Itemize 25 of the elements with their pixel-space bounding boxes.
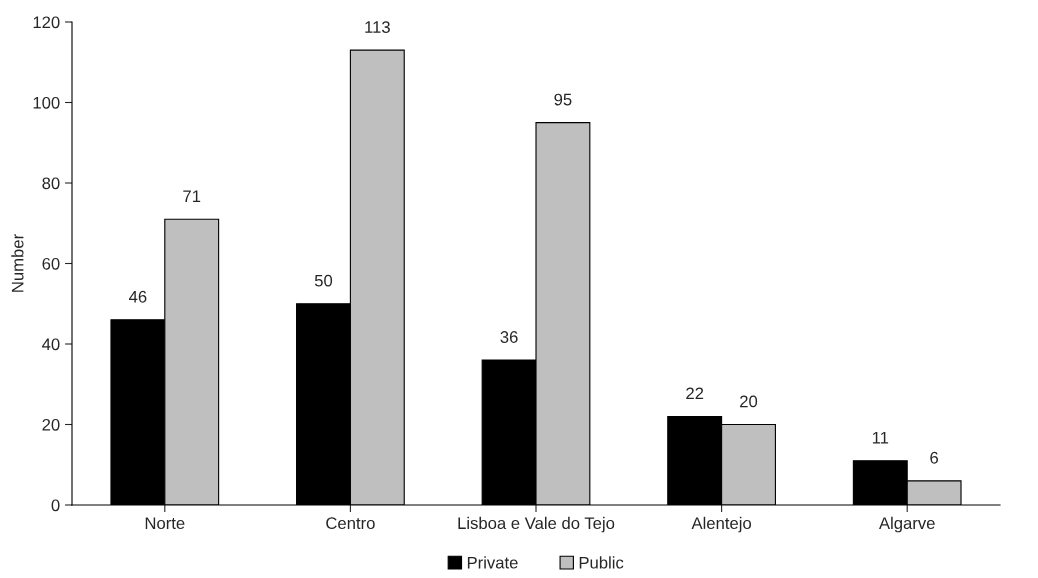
data-label: 50 [314, 274, 333, 287]
y-tick-label: 20 [42, 418, 60, 431]
x-tick-label: Centro [326, 517, 375, 530]
x-tick-label: Lisboa e Vale do Tejo [458, 516, 615, 533]
x-tick-label: Alentejo [691, 516, 752, 533]
legend-label: Private [467, 556, 518, 569]
y-tick-label: 0 [51, 499, 60, 512]
y-tick-label: 80 [42, 177, 60, 190]
x-tick-label: Algarve [878, 516, 935, 533]
data-label: 113 [365, 21, 390, 33]
data-label: 36 [500, 331, 518, 343]
data-label: 20 [740, 395, 758, 408]
data-label: 46 [129, 290, 147, 303]
data-label: 6 [930, 451, 939, 464]
data-label: 22 [686, 387, 704, 400]
data-label: 11 [872, 431, 889, 444]
legend-label: Public [579, 556, 624, 569]
y-tick-label: 100 [33, 96, 60, 109]
y-tick-label: 60 [42, 257, 60, 270]
y-tick-label: 40 [42, 338, 60, 351]
data-label: 71 [183, 190, 201, 202]
data-label: 95 [554, 93, 572, 106]
y-axis-title: Number [11, 234, 24, 292]
y-tick-label: 120 [33, 16, 60, 29]
x-tick-label: Norte [145, 517, 185, 530]
